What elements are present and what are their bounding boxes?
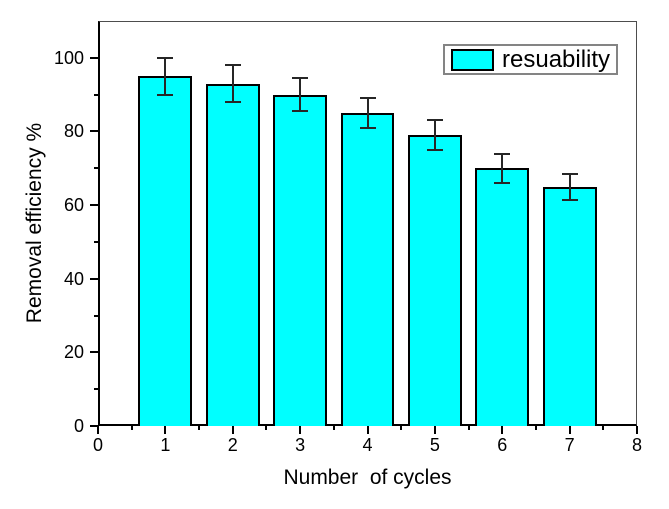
y-tick-label: 40	[63, 268, 84, 289]
x-tick-label: 2	[227, 435, 238, 455]
error-bar-line	[568, 173, 571, 200]
error-bar-line	[433, 120, 436, 150]
x-tick-label: 6	[497, 435, 508, 455]
y-tick-label: 0	[73, 416, 84, 436]
x-tick-label: 5	[429, 435, 440, 455]
y-major-tick	[90, 425, 98, 427]
x-minor-tick	[130, 426, 133, 430]
x-minor-tick	[602, 426, 605, 430]
y-major-tick	[90, 204, 98, 207]
y-minor-tick	[94, 314, 98, 317]
bar	[273, 94, 328, 426]
y-major-tick	[90, 277, 98, 280]
y-major-tick	[90, 351, 98, 354]
x-minor-tick	[265, 426, 268, 430]
bar	[205, 83, 260, 426]
y-minor-tick	[94, 388, 98, 391]
y-tick-label: 80	[63, 121, 84, 142]
x-major-tick	[433, 426, 436, 434]
error-bar-line	[299, 78, 302, 112]
x-major-tick	[164, 426, 167, 434]
error-bar-cap-bottom	[426, 148, 443, 151]
y-minor-tick	[94, 167, 98, 170]
error-bar-line	[501, 153, 504, 183]
error-bar-cap-top	[561, 172, 578, 175]
x-tick-label: 3	[295, 435, 306, 455]
y-axis-title: Removal efficiency %	[23, 122, 46, 324]
x-minor-tick	[198, 426, 201, 430]
y-minor-tick	[94, 240, 98, 243]
error-bar-cap-top	[292, 77, 309, 80]
x-major-tick	[97, 426, 99, 434]
error-bar-cap-top	[426, 119, 443, 122]
legend-swatch-icon	[451, 48, 494, 71]
legend-label: resuability	[502, 45, 611, 73]
legend: resuability	[443, 44, 618, 75]
error-bar-cap-bottom	[494, 182, 511, 184]
x-tick-label: 4	[362, 435, 373, 455]
error-bar-cap-bottom	[224, 101, 241, 103]
x-minor-tick	[534, 426, 537, 430]
error-bar-cap-top	[494, 152, 511, 155]
error-bar-cap-top	[359, 97, 376, 100]
y-tick-label: 100	[53, 47, 84, 68]
bar	[542, 186, 597, 426]
x-major-tick	[299, 426, 302, 434]
x-minor-tick	[332, 426, 335, 430]
bar	[407, 135, 462, 426]
y-minor-tick	[94, 93, 98, 96]
x-major-tick	[636, 426, 638, 434]
error-bar-cap-bottom	[359, 126, 376, 129]
error-bar-cap-top	[157, 56, 174, 59]
x-minor-tick	[400, 426, 403, 430]
error-bar-cap-bottom	[561, 198, 578, 201]
y-tick-label: 20	[63, 342, 84, 363]
y-major-tick	[90, 56, 98, 59]
y-tick-label: 60	[63, 195, 84, 216]
x-axis-title: Number of cycles	[283, 466, 452, 489]
x-major-tick	[501, 426, 504, 434]
bar	[340, 113, 395, 426]
x-major-tick	[231, 426, 234, 434]
y-major-tick	[90, 130, 98, 133]
bar	[475, 168, 530, 426]
x-tick-label: 7	[564, 435, 575, 455]
x-minor-tick	[467, 426, 470, 430]
x-tick-label: 0	[92, 435, 103, 455]
error-bar-cap-bottom	[292, 110, 309, 113]
x-major-tick	[366, 426, 369, 434]
x-tick-label: 8	[631, 435, 642, 455]
x-tick-label: 1	[160, 435, 171, 455]
error-bar-line	[366, 98, 369, 128]
bar	[138, 76, 193, 426]
error-bar-line	[231, 65, 234, 102]
error-bar-cap-top	[224, 64, 241, 67]
error-bar-cap-bottom	[157, 93, 174, 96]
x-major-tick	[568, 426, 571, 434]
error-bar-line	[164, 57, 167, 95]
